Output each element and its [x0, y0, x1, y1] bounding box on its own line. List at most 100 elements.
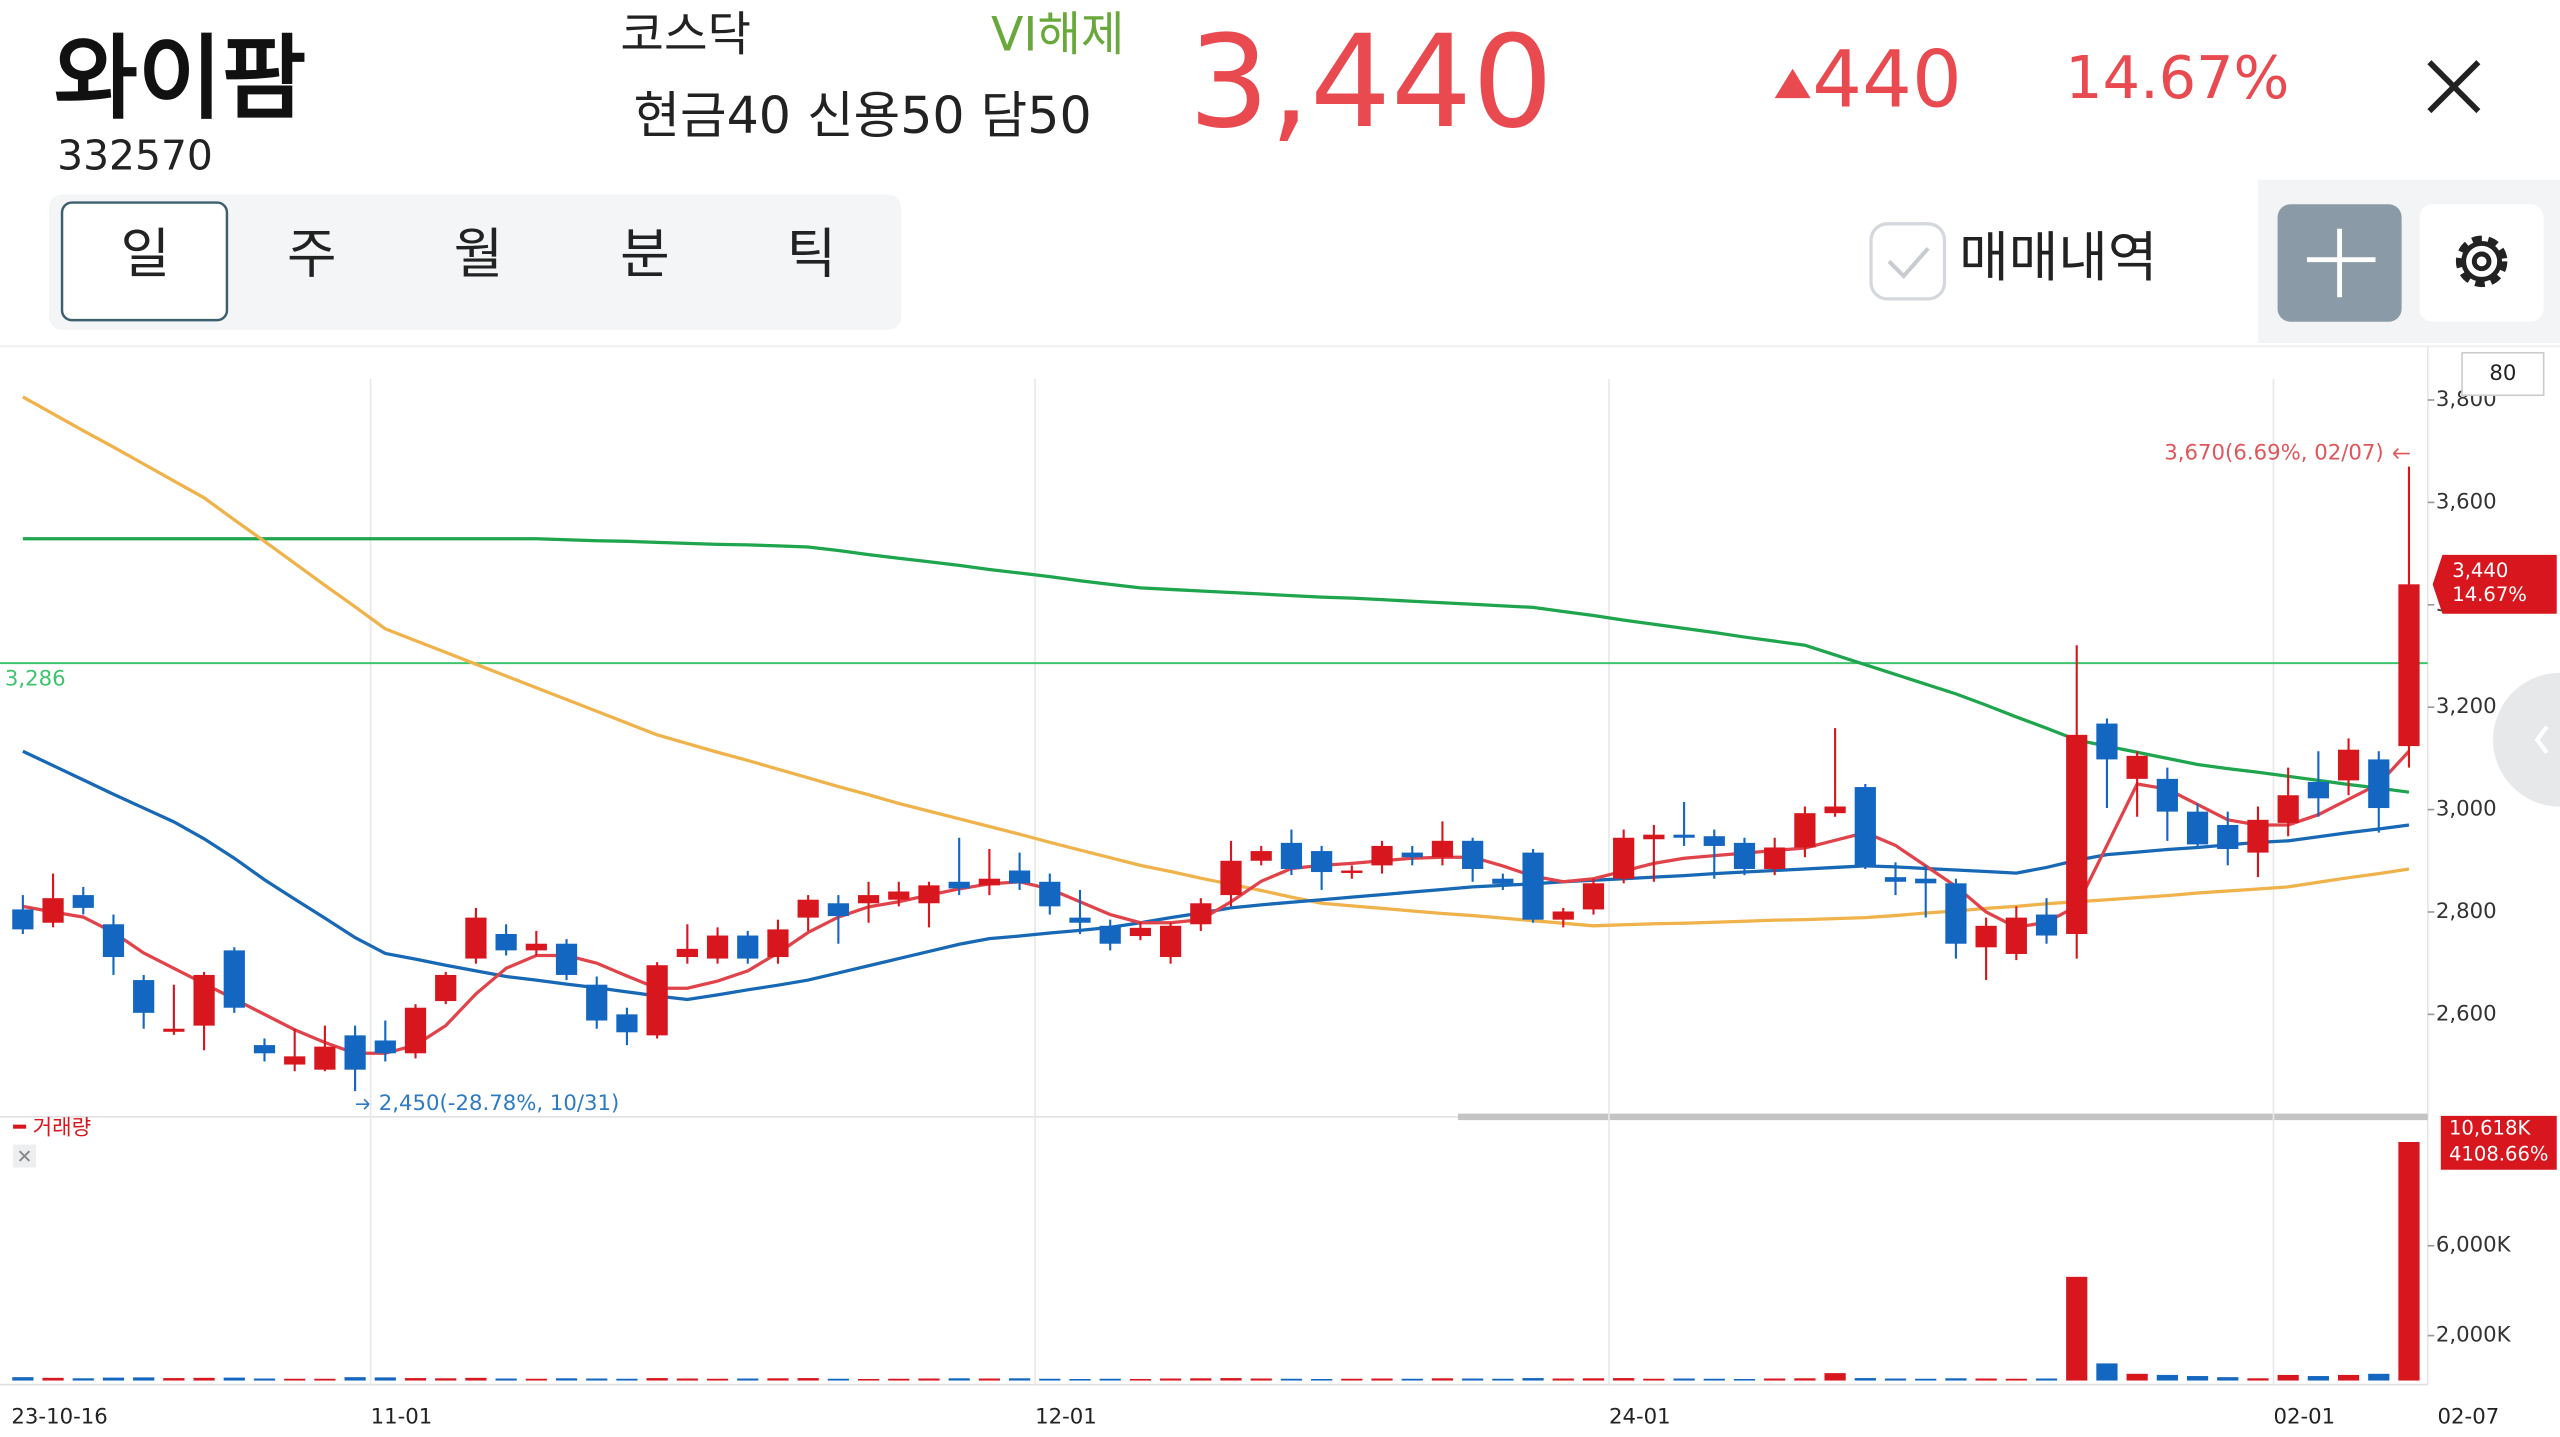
volume-bar: [193, 1377, 215, 1381]
volume-badge-change: 4108.66%: [2449, 1143, 2549, 1166]
candle-body: [1008, 870, 1031, 884]
vi-status: VI해제: [991, 8, 1124, 63]
candle-body: [1613, 837, 1635, 879]
y-tick-label: 3,200: [2436, 694, 2497, 719]
moving-average-line: [22, 395, 2410, 928]
volume-bar: [1824, 1373, 1846, 1381]
close-icon: [2427, 60, 2481, 114]
volume-bar: [1039, 1378, 1061, 1381]
volume-bar: [616, 1378, 638, 1381]
volume-bar: [1643, 1378, 1665, 1381]
tab-label[interactable]: 분: [620, 223, 670, 286]
crosshair-button[interactable]: [2277, 204, 2402, 322]
trade-history-toggle[interactable]: 매매내역: [1869, 222, 2157, 301]
candle-body: [253, 1045, 276, 1054]
candle-body: [1733, 842, 1756, 869]
tab-label[interactable]: 일: [121, 223, 171, 286]
candle-body: [2035, 914, 2058, 936]
price-badge-bg: [2432, 554, 2557, 614]
moving-average-line: [22, 537, 2410, 794]
candle-body: [1311, 851, 1333, 873]
candle-body: [1522, 852, 1544, 920]
candle-body: [676, 948, 698, 958]
tab-label[interactable]: 주: [287, 223, 337, 286]
volume-bar: [2307, 1376, 2329, 1381]
y-tick-label: 3,600: [2436, 489, 2497, 514]
volume-bar: [42, 1377, 64, 1381]
price-badge-change: 14.67%: [2452, 583, 2527, 606]
candle-body: [1582, 883, 1605, 910]
legend-close-icon: [18, 1150, 31, 1162]
tab-label[interactable]: 월: [454, 223, 504, 286]
candle-body: [918, 885, 940, 904]
volume-bar: [586, 1378, 608, 1381]
reference-label: 3,286: [5, 666, 66, 691]
volume-bar: [314, 1378, 336, 1381]
candle-body: [1371, 845, 1393, 866]
y-tick-label: 3,000: [2436, 797, 2497, 822]
candle-body: [737, 935, 759, 959]
gear-hole: [2471, 251, 2492, 272]
y-tick-label: 6,000K: [2436, 1233, 2512, 1258]
checkbox: [1869, 222, 1947, 301]
candle-body: [2247, 819, 2269, 853]
candle-body: [1099, 925, 1121, 944]
candle-body: [1915, 878, 1937, 884]
price-change: 440: [1812, 34, 1962, 125]
candle-body: [1552, 911, 1574, 920]
y-tick-label: 2,000K: [2436, 1323, 2512, 1348]
volume-badge-label: 10,618K: [2449, 1116, 2532, 1139]
volume-bar: [2217, 1377, 2239, 1381]
y-tick-label: 2,800: [2436, 899, 2497, 924]
candle-body: [1673, 834, 1695, 838]
volume-badge-bg: [2440, 1115, 2557, 1170]
low-annotation: 2,450(-28.78%, 10/31): [379, 1091, 620, 1116]
low-arrow: [355, 1098, 370, 1110]
price-badge-label: 3,440: [2452, 559, 2508, 582]
volume-bar: [2398, 1141, 2420, 1381]
volume-bar: [2368, 1373, 2390, 1381]
change-rate: 14.67%: [2065, 43, 2289, 112]
volume-bar: [737, 1378, 759, 1381]
volume-bar: [1522, 1378, 1544, 1381]
volume-bar: [2337, 1374, 2360, 1381]
candle-body: [1854, 787, 1876, 866]
candle-body: [465, 917, 487, 959]
y-tick-label: 2,600: [2436, 1001, 2497, 1026]
volume-bar: [555, 1378, 578, 1381]
candle-body: [435, 974, 457, 1002]
candle-body: [1129, 927, 1152, 937]
candle-body: [344, 1035, 366, 1070]
candle-body: [1160, 925, 1182, 958]
x-tick-label: 23-10-16: [11, 1404, 107, 1429]
candle-body: [1069, 917, 1091, 923]
candle-body: [555, 943, 578, 975]
close-button[interactable]: [2427, 60, 2481, 114]
candle-body: [12, 909, 34, 930]
volume-bar: [525, 1378, 547, 1381]
volume-bar: [1341, 1378, 1363, 1381]
volume-bar: [2156, 1374, 2178, 1381]
volume-bar: [1915, 1378, 1937, 1381]
side-handle[interactable]: [2493, 672, 2560, 807]
axis-badge-box: [2461, 351, 2545, 397]
candle-body: [1431, 840, 1454, 858]
volume-bar: [284, 1378, 306, 1381]
settings-button[interactable]: [2419, 204, 2544, 322]
volume-bar: [223, 1377, 245, 1381]
volume-bar: [1945, 1378, 1967, 1381]
volume-bar: [435, 1378, 457, 1381]
volume-bar: [102, 1377, 125, 1381]
candle-body: [133, 980, 155, 1013]
candle-body: [978, 878, 1000, 886]
tab-label[interactable]: 틱: [787, 223, 837, 286]
gear-ring: [2461, 240, 2503, 282]
axis-badge: 80: [2489, 361, 2516, 386]
candle-body: [314, 1046, 336, 1070]
volume-bar: [2005, 1378, 2027, 1381]
candle-body: [1975, 925, 1997, 948]
volume-bar: [646, 1378, 668, 1381]
x-tick-label: 02-07: [2438, 1404, 2500, 1429]
